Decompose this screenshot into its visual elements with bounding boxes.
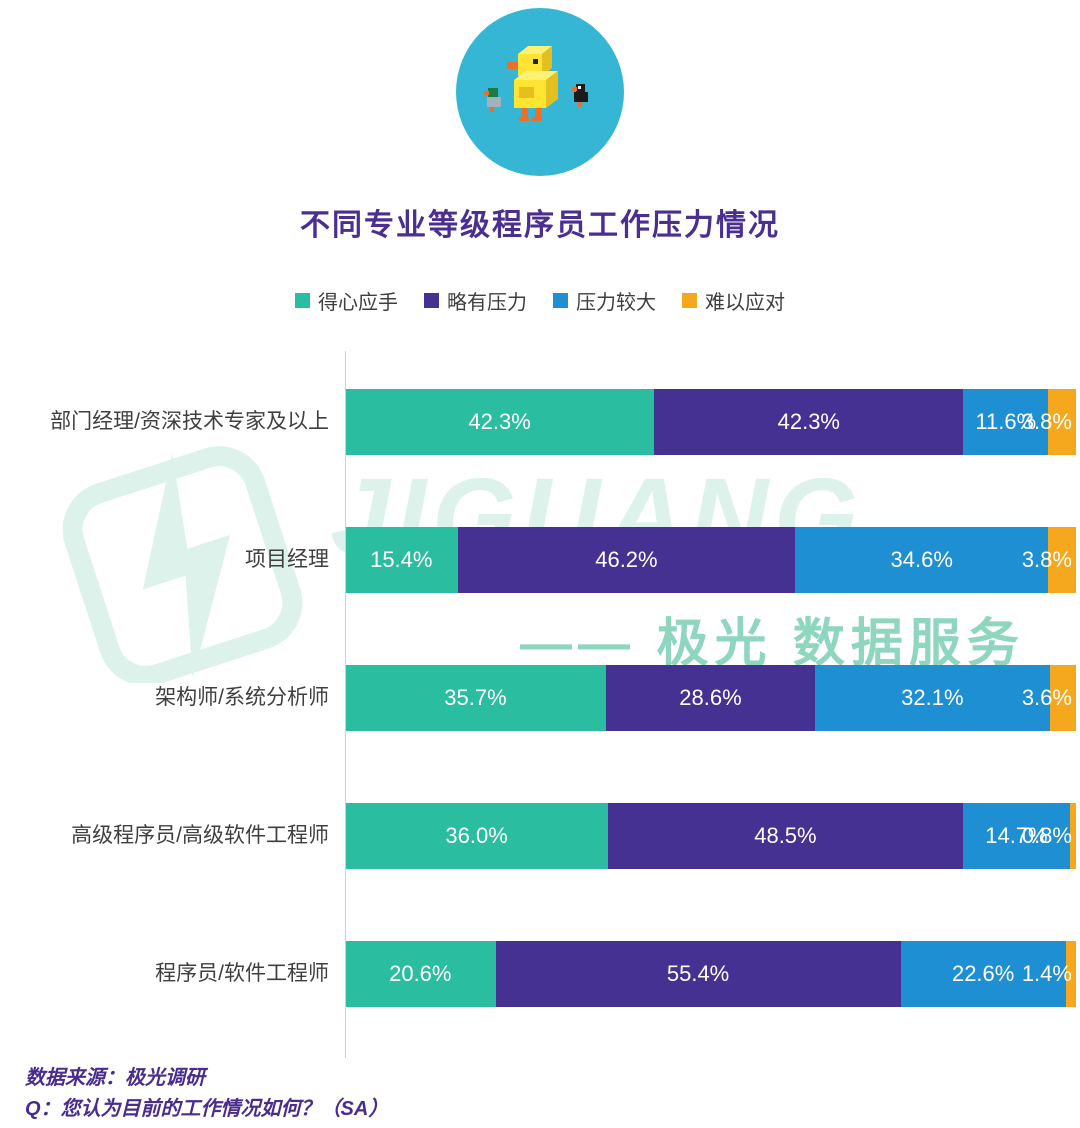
bar-area: 42.3% 42.3% 11.6% 3.8% <box>345 389 1076 455</box>
segment-value-label: 35.7% <box>444 685 507 710</box>
chart-rows: 部门经理/资深技术专家及以上 42.3% 42.3% 11.6% 3.8% 项目经理 15.… <box>0 351 1080 1058</box>
segment-value-label: 36.0% <box>445 823 508 848</box>
legend-item-1: 略有压力 <box>424 286 527 315</box>
category-label: 程序员/软件工程师 <box>155 962 329 986</box>
bar-area: 15.4% 46.2% 34.6% 3.8% <box>345 527 1076 593</box>
segment-value-label: 42.3% <box>468 409 531 434</box>
bar-segment: 14.7% <box>962 803 1071 869</box>
legend-label: 略有压力 <box>447 292 527 314</box>
segment-value-label: 28.6% <box>679 685 742 710</box>
voxel-duck-icon <box>484 46 588 121</box>
legend-swatch-icon <box>553 293 568 308</box>
segment-value-label: 3.8% <box>1021 547 1072 572</box>
segment-value-label: 1.4% <box>1021 961 1072 986</box>
segment-value-label: 32.1% <box>901 685 964 710</box>
segment-value-label: 46.2% <box>595 547 658 572</box>
bar-segment: 22.6% <box>900 941 1066 1007</box>
stacked-bar-chart: JIGUANG —— 极光 数据服务 部门经理/资深技术专家及以上 42.3% 42… <box>0 351 1080 1058</box>
segment-value-label: 3.6% <box>1021 685 1072 710</box>
bar-segment: 0.8% <box>1022 803 1076 869</box>
category-label: 部门经理/资深技术专家及以上 <box>50 410 329 434</box>
survey-question-note: Q：您认为目前的工作情况如何？（SA） <box>25 1098 389 1120</box>
bar-segment: 3.6% <box>1022 665 1076 731</box>
chart-row: 部门经理/资深技术专家及以上 42.3% 42.3% 11.6% 3.8% <box>0 353 1080 491</box>
bar-segment: 1.4% <box>1022 941 1076 1007</box>
segment-value-label: 14.7% <box>985 823 1048 848</box>
legend-label: 得心应手 <box>318 292 398 314</box>
data-source-note: 数据来源：极光调研 <box>25 1067 205 1089</box>
legend-label: 压力较大 <box>576 292 656 314</box>
bar-segment: 11.6% <box>963 389 1049 455</box>
segment-value-label: 42.3% <box>777 409 840 434</box>
bar-area: 35.7% 28.6% 32.1% 3.6% <box>345 665 1076 731</box>
legend-label: 难以应对 <box>705 292 785 314</box>
category-label: 架构师/系统分析师 <box>155 686 329 710</box>
bar-segment: 55.4% <box>495 941 901 1007</box>
bar-segment: 46.2% <box>457 527 796 593</box>
duck-logo-icon <box>456 8 624 176</box>
segment-value-label: 15.4% <box>370 547 433 572</box>
legend-swatch-icon <box>295 293 310 308</box>
bar-segment: 3.8% <box>1022 389 1076 455</box>
page-title: 不同专业等级程序员工作压力情况 <box>300 209 780 242</box>
bar-segment: 48.5% <box>608 803 963 869</box>
bar-segment: 3.8% <box>1022 527 1076 593</box>
bar-segment: 20.6% <box>345 941 496 1007</box>
bar-segment: 15.4% <box>345 527 458 593</box>
legend-swatch-icon <box>682 293 697 308</box>
segment-value-label: 11.6% <box>975 409 1037 434</box>
logo-container <box>0 0 1080 176</box>
category-label: 高级程序员/高级软件工程师 <box>71 824 329 848</box>
footer: 数据来源：极光调研 Q：您认为目前的工作情况如何？（SA） <box>25 1063 1080 1125</box>
chart-row: 架构师/系统分析师 35.7% 28.6% 32.1% 3.6% <box>0 629 1080 767</box>
segment-value-label: 0.8% <box>1021 823 1072 848</box>
legend-item-3: 难以应对 <box>682 286 785 315</box>
segment-value-label: 3.8% <box>1021 409 1072 434</box>
bar-segment: 34.6% <box>795 527 1049 593</box>
bar-area: 36.0% 48.5% 14.7% 0.8% <box>345 803 1076 869</box>
legend-item-2: 压力较大 <box>553 286 656 315</box>
bar-segment: 36.0% <box>345 803 609 869</box>
bar-segment: 42.3% <box>654 389 964 455</box>
segment-value-label: 48.5% <box>754 823 817 848</box>
chart-row: 程序员/软件工程师 20.6% 55.4% 22.6% 1.4% <box>0 905 1080 1043</box>
y-axis-line <box>345 351 346 1058</box>
bar-area: 20.6% 55.4% 22.6% 1.4% <box>345 941 1076 1007</box>
bar-segment: 35.7% <box>345 665 606 731</box>
segment-value-label: 55.4% <box>666 961 730 986</box>
segment-value-label: 22.6% <box>951 961 1015 986</box>
bar-segment: 42.3% <box>345 389 655 455</box>
bar-segment: 32.1% <box>815 665 1050 731</box>
category-label: 项目经理 <box>245 548 329 572</box>
legend-swatch-icon <box>424 293 439 308</box>
legend-item-0: 得心应手 <box>295 286 398 315</box>
segment-value-label: 34.6% <box>890 547 953 572</box>
segment-value-label: 20.6% <box>389 961 452 986</box>
chart-row: 项目经理 15.4% 46.2% 34.6% 3.8% <box>0 491 1080 629</box>
chart-row: 高级程序员/高级软件工程师 36.0% 48.5% 14.7% 0.8% <box>0 767 1080 905</box>
chart-legend: 得心应手 略有压力 压力较大 难以应对 <box>0 286 1080 315</box>
bar-segment: 28.6% <box>605 665 816 731</box>
